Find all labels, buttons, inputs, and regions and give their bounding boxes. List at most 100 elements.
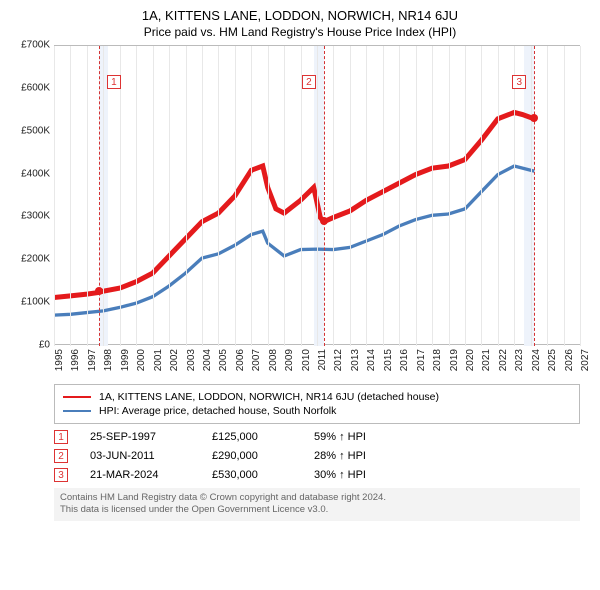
marker-line [534, 46, 535, 346]
event-price: £125,000 [212, 431, 292, 443]
chart-header: 1A, KITTENS LANE, LODDON, NORWICH, NR14 … [12, 8, 588, 39]
x-tick-label: 2009 [284, 349, 295, 371]
x-tick-label: 2006 [235, 349, 246, 371]
x-gridline [432, 46, 433, 346]
y-tick-label: £700K [12, 40, 50, 51]
x-gridline [169, 46, 170, 346]
x-tick-label: 2022 [498, 349, 509, 371]
event-hpi: 59% ↑ HPI [314, 431, 366, 443]
legend-swatch [63, 410, 91, 412]
x-gridline [218, 46, 219, 346]
x-gridline [284, 46, 285, 346]
x-gridline [103, 46, 104, 346]
x-gridline [399, 46, 400, 346]
x-gridline [186, 46, 187, 346]
y-tick-label: £600K [12, 82, 50, 93]
event-hpi: 30% ↑ HPI [314, 469, 366, 481]
y-tick-label: £100K [12, 297, 50, 308]
x-gridline [87, 46, 88, 346]
x-tick-label: 2023 [514, 349, 525, 371]
x-gridline [449, 46, 450, 346]
marker-label: 3 [512, 75, 526, 89]
x-gridline [153, 46, 154, 346]
legend-item: HPI: Average price, detached house, Sout… [63, 405, 571, 417]
x-gridline [498, 46, 499, 346]
x-tick-label: 2000 [136, 349, 147, 371]
x-gridline [350, 46, 351, 346]
x-tick-label: 1996 [70, 349, 81, 371]
y-tick-label: £500K [12, 125, 50, 136]
x-gridline [268, 46, 269, 346]
x-tick-label: 2011 [317, 349, 328, 371]
x-gridline [136, 46, 137, 346]
x-gridline [54, 46, 55, 346]
marker-line [99, 46, 100, 346]
x-tick-label: 2001 [153, 349, 164, 371]
marker-label: 1 [107, 75, 121, 89]
x-gridline [416, 46, 417, 346]
x-gridline [580, 46, 581, 346]
footer-line1: Contains HM Land Registry data © Crown c… [60, 492, 574, 504]
x-gridline [514, 46, 515, 346]
footer-attribution: Contains HM Land Registry data © Crown c… [54, 488, 580, 521]
x-tick-label: 2010 [301, 349, 312, 371]
event-row: 1 25-SEP-1997 £125,000 59% ↑ HPI [54, 430, 580, 444]
legend-swatch [63, 396, 91, 398]
x-tick-label: 2024 [531, 349, 542, 371]
chart-area: £0£100K£200K£300K£400K£500K£600K£700K 12… [54, 45, 580, 380]
event-marker: 3 [54, 468, 68, 482]
x-tick-label: 2020 [465, 349, 476, 371]
legend: 1A, KITTENS LANE, LODDON, NORWICH, NR14 … [54, 384, 580, 424]
marker-label: 2 [302, 75, 316, 89]
chart-title: 1A, KITTENS LANE, LODDON, NORWICH, NR14 … [12, 8, 588, 23]
sale-point [320, 217, 328, 225]
series-hpi [54, 166, 534, 315]
x-tick-label: 2005 [218, 349, 229, 371]
x-gridline [202, 46, 203, 346]
x-gridline [235, 46, 236, 346]
x-tick-label: 1999 [120, 349, 131, 371]
sale-point [530, 114, 538, 122]
x-gridline [301, 46, 302, 346]
x-tick-label: 2026 [564, 349, 575, 371]
x-tick-label: 2004 [202, 349, 213, 371]
event-price: £530,000 [212, 469, 292, 481]
legend-item: 1A, KITTENS LANE, LODDON, NORWICH, NR14 … [63, 391, 571, 403]
event-date: 03-JUN-2011 [90, 450, 190, 462]
x-gridline [366, 46, 367, 346]
x-gridline [333, 46, 334, 346]
x-axis: 1995199619971998199920002001200220032004… [54, 345, 580, 380]
x-tick-label: 2017 [416, 349, 427, 371]
x-tick-label: 2015 [383, 349, 394, 371]
x-tick-label: 1998 [103, 349, 114, 371]
x-tick-label: 2027 [580, 349, 591, 371]
event-row: 3 21-MAR-2024 £530,000 30% ↑ HPI [54, 468, 580, 482]
y-tick-label: £400K [12, 168, 50, 179]
event-price: £290,000 [212, 450, 292, 462]
y-axis: £0£100K£200K£300K£400K£500K£600K£700K [12, 45, 52, 345]
event-marker: 1 [54, 430, 68, 444]
x-gridline [251, 46, 252, 346]
x-gridline [531, 46, 532, 346]
y-tick-label: £200K [12, 254, 50, 265]
x-gridline [564, 46, 565, 346]
x-gridline [317, 46, 318, 346]
event-date: 25-SEP-1997 [90, 431, 190, 443]
x-tick-label: 2019 [449, 349, 460, 371]
x-tick-label: 2014 [366, 349, 377, 371]
x-tick-label: 1997 [87, 349, 98, 371]
event-date: 21-MAR-2024 [90, 469, 190, 481]
event-marker: 2 [54, 449, 68, 463]
x-tick-label: 2016 [399, 349, 410, 371]
x-gridline [383, 46, 384, 346]
y-tick-label: £0 [12, 340, 50, 351]
footer-line2: This data is licensed under the Open Gov… [60, 504, 574, 516]
sale-point [95, 287, 103, 295]
event-hpi: 28% ↑ HPI [314, 450, 366, 462]
x-tick-label: 2007 [251, 349, 262, 371]
legend-label: 1A, KITTENS LANE, LODDON, NORWICH, NR14 … [99, 391, 439, 403]
series-property [54, 112, 534, 297]
x-gridline [547, 46, 548, 346]
marker-line [324, 46, 325, 346]
legend-label: HPI: Average price, detached house, Sout… [99, 405, 336, 417]
